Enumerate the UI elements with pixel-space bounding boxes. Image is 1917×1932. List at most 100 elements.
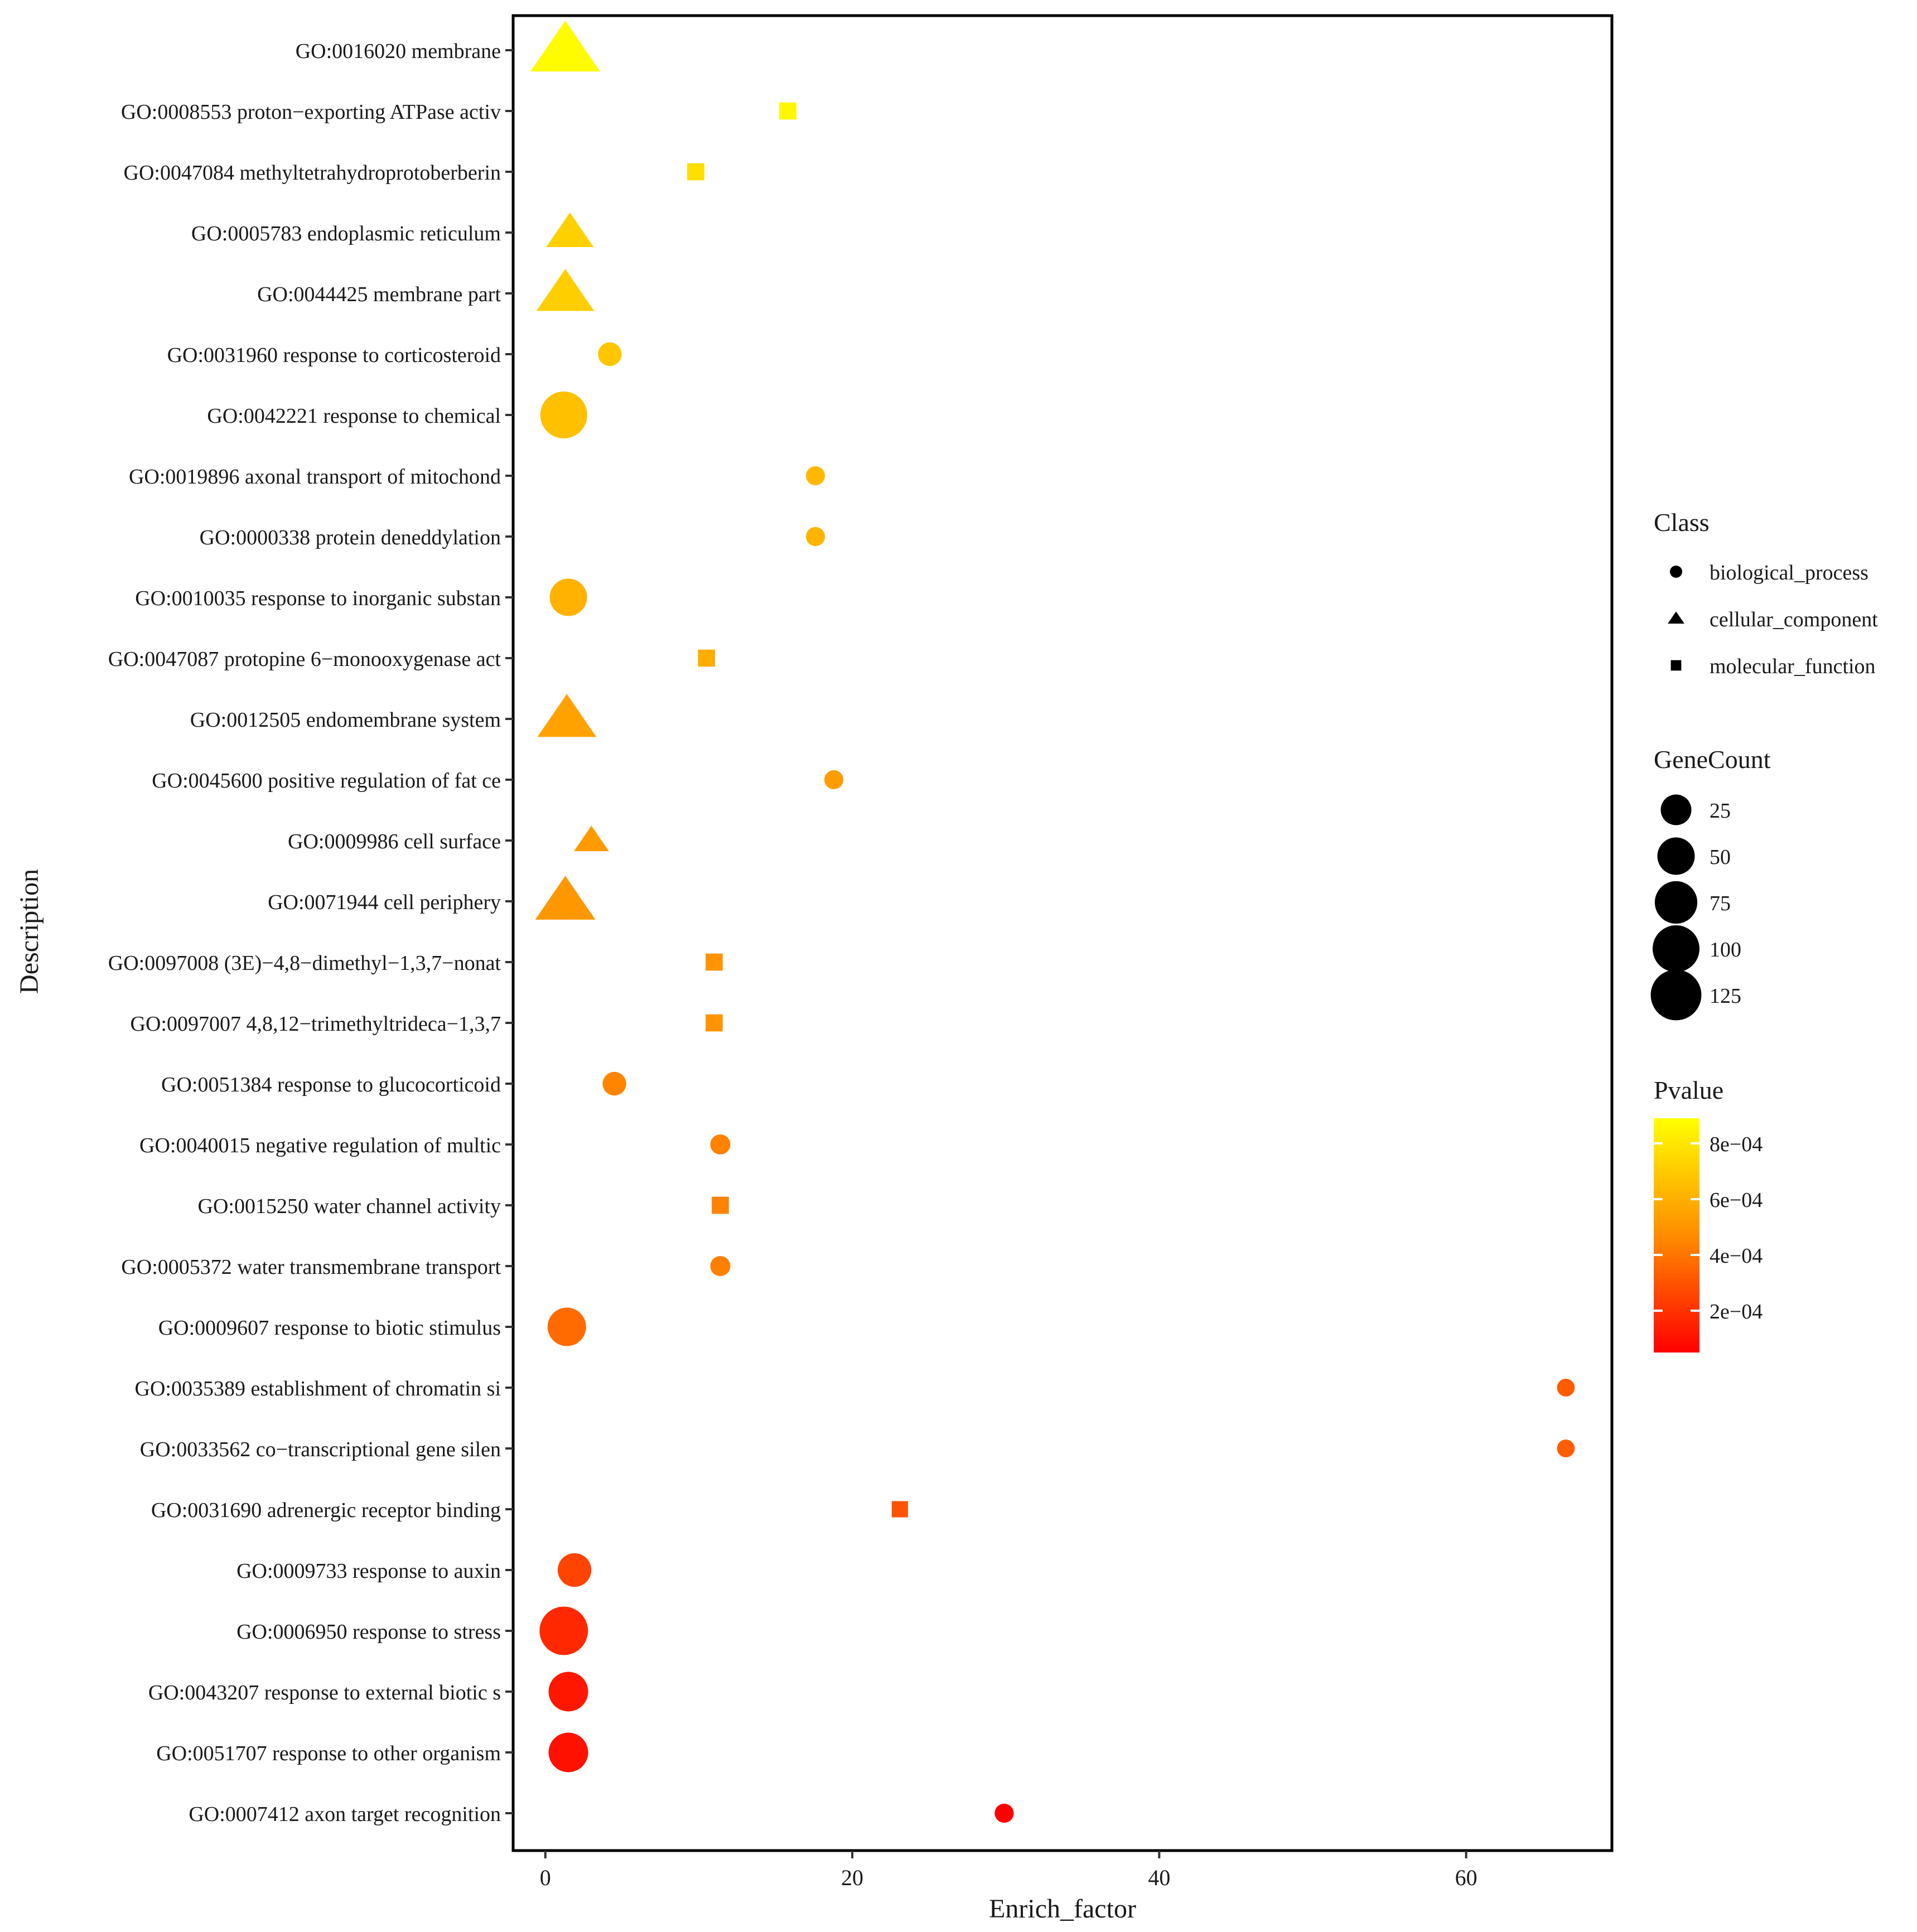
data-point xyxy=(540,392,587,438)
y-tick-label: GO:0008553 proton−exporting ATPase activ xyxy=(121,100,501,124)
legend-class-key xyxy=(1670,660,1682,671)
y-tick-label: GO:0012505 endomembrane system xyxy=(190,708,501,732)
data-point xyxy=(994,1803,1014,1823)
y-tick-label: GO:0000338 protein deneddylation xyxy=(200,526,501,549)
data-point xyxy=(1557,1379,1575,1397)
y-tick-label: GO:0071944 cell periphery xyxy=(268,891,501,914)
data-point xyxy=(712,1196,729,1214)
legend-genecount-label: 25 xyxy=(1710,799,1731,823)
y-tick-label: GO:0040015 negative regulation of multic xyxy=(139,1134,501,1157)
y-tick-label: GO:0031960 response to corticosteroid xyxy=(167,344,501,367)
y-tick-label: GO:0044425 membrane part xyxy=(257,283,501,306)
x-tick-label: 60 xyxy=(1455,1865,1477,1890)
legend-pvalue-ticks: 8e−04 6e−04 4e−04 2e−04 xyxy=(1654,1133,1763,1324)
data-point xyxy=(805,466,825,486)
legend-class-title: Class xyxy=(1654,508,1710,537)
y-tick-label: GO:0045600 positive regulation of fat ce xyxy=(152,769,501,793)
y-tick-label: GO:0009986 cell surface xyxy=(288,830,501,853)
legend-class-key xyxy=(1668,611,1684,624)
data-point xyxy=(557,1553,592,1587)
y-tick-label: GO:0005783 endoplasmic reticulum xyxy=(191,222,501,245)
y-axis-title: Description xyxy=(15,869,44,994)
data-point xyxy=(824,770,844,790)
legend-class-label: molecular_function xyxy=(1710,655,1876,678)
y-tick-label: GO:0007412 axon target recognition xyxy=(189,1803,501,1826)
y-tick-label: GO:0033562 co−transcriptional gene silen xyxy=(140,1438,501,1461)
legend-genecount-entries: 25 50 75 100 125 xyxy=(1650,794,1741,1021)
data-point xyxy=(536,269,595,311)
y-tick-label: GO:0047087 protopine 6−monooxygenase act xyxy=(108,648,501,671)
data-point xyxy=(602,1071,626,1096)
legend-class-key xyxy=(1670,566,1682,578)
x-tick-label: 20 xyxy=(841,1865,863,1890)
colorbar-tick-label: 4e−04 xyxy=(1710,1244,1763,1268)
y-axis: GO:0016020 membrane GO:0008553 proton−exp… xyxy=(108,40,513,1826)
data-point xyxy=(891,1501,908,1518)
data-point xyxy=(598,342,622,366)
y-tick-label: GO:0035389 establishment of chromatin si xyxy=(135,1377,501,1400)
legend-genecount-label: 100 xyxy=(1710,938,1741,962)
data-point xyxy=(574,825,609,852)
legend-genecount-key xyxy=(1660,794,1692,825)
legend-class-label: cellular_component xyxy=(1710,608,1878,631)
colorbar-tick-label: 8e−04 xyxy=(1710,1133,1763,1156)
legend-genecount-title: GeneCount xyxy=(1654,745,1771,774)
data-point xyxy=(549,578,587,616)
y-tick-label: GO:0010035 response to inorganic substan xyxy=(135,587,501,610)
data-point xyxy=(687,163,704,181)
data-point xyxy=(548,1732,588,1772)
y-tick-label: GO:0019896 axonal transport of mitochond xyxy=(129,465,501,489)
data-point xyxy=(710,1255,731,1277)
y-tick-label: GO:0051707 response to other organism xyxy=(156,1742,501,1765)
plot-border xyxy=(511,14,1614,1852)
legend-genecount-key xyxy=(1657,837,1695,875)
data-point xyxy=(535,876,596,920)
data-point xyxy=(779,102,796,120)
y-tick-label: GO:0015250 water channel activity xyxy=(198,1195,501,1218)
y-tick-label: GO:0009733 response to auxin xyxy=(236,1559,501,1583)
x-tick-label: 40 xyxy=(1148,1865,1170,1890)
x-axis: 0 20 40 60 xyxy=(540,1851,1477,1890)
y-tick-label: GO:0016020 membrane xyxy=(296,40,501,63)
legend-genecount-label: 125 xyxy=(1710,984,1741,1008)
y-tick-label: GO:0042221 response to chemical xyxy=(207,404,501,428)
legend-genecount-key xyxy=(1653,925,1699,972)
data-point xyxy=(547,1307,586,1346)
data-point xyxy=(698,649,715,667)
y-tick-label: GO:0097008 (3E)−4,8−dimethyl−1,3,7−nonat xyxy=(108,951,501,975)
data-point xyxy=(530,21,601,72)
data-point xyxy=(539,1606,588,1655)
plot-area xyxy=(511,14,1614,1852)
y-tick-label: GO:0047084 methyltetrahydroprotoberberin xyxy=(124,161,501,185)
legend-genecount-label: 50 xyxy=(1710,846,1731,869)
x-tick-label: 0 xyxy=(540,1865,551,1890)
data-point xyxy=(1557,1440,1575,1457)
data-point xyxy=(805,527,825,547)
y-tick-label: GO:0009607 response to biotic stimulus xyxy=(158,1316,501,1340)
y-tick-label: GO:0005372 water transmembrane transport xyxy=(121,1255,501,1279)
legend-genecount-key xyxy=(1650,969,1702,1021)
data-point xyxy=(548,1672,588,1712)
data-point xyxy=(706,1014,723,1032)
y-tick-label: GO:0051384 response to glucocorticoid xyxy=(161,1073,501,1097)
legend-genecount-label: 75 xyxy=(1710,892,1731,915)
legend: Class biological_process cellular_compone… xyxy=(1650,508,1878,1353)
legend-pvalue-title: Pvalue xyxy=(1654,1076,1723,1104)
legend-class-entries: biological_process cellular_componentmole… xyxy=(1668,561,1878,678)
y-tick-label: GO:0097007 4,8,12−trimethyltrideca−1,3,7 xyxy=(131,1012,501,1036)
data-points xyxy=(530,21,1575,1823)
colorbar-tick-label: 2e−04 xyxy=(1710,1300,1763,1324)
y-tick-label: GO:0043207 response to external biotic s xyxy=(148,1681,501,1704)
legend-class-label: biological_process xyxy=(1710,561,1868,585)
data-point xyxy=(537,694,597,737)
colorbar-tick-label: 6e−04 xyxy=(1710,1189,1763,1212)
data-point xyxy=(706,953,723,971)
pvalue-colorbar xyxy=(1654,1118,1699,1353)
y-tick-label: GO:0006950 response to stress xyxy=(236,1620,501,1644)
data-point xyxy=(546,212,594,247)
x-axis-title: Enrich_factor xyxy=(989,1894,1136,1924)
y-tick-label: GO:0031690 adrenergic receptor binding xyxy=(151,1499,501,1522)
legend-genecount-key xyxy=(1654,881,1698,924)
